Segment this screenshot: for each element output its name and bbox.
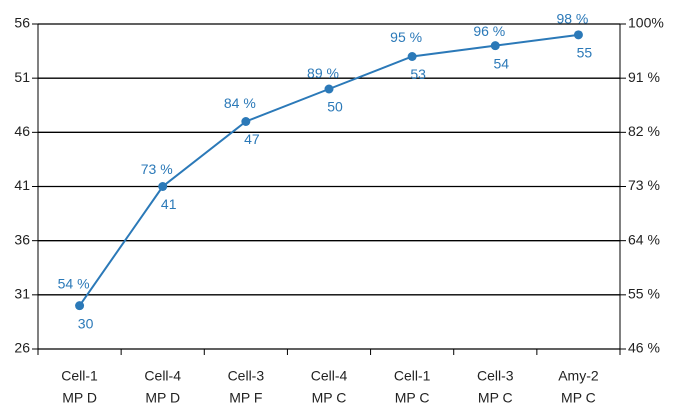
x-tick-label: MP C: [395, 390, 430, 406]
point: [324, 84, 334, 94]
y-tick-label: 46: [14, 123, 30, 139]
y-tick-label: 41: [14, 177, 30, 193]
point: [490, 41, 500, 51]
y2-tick-label: 64 %: [628, 231, 660, 247]
percent-label: 98 %: [556, 11, 588, 27]
value-label: 50: [327, 99, 343, 115]
x-tick-label: MP D: [145, 390, 180, 406]
point: [573, 30, 583, 40]
point: [75, 301, 85, 311]
value-label: 53: [410, 66, 426, 82]
x-tick-label: Amy-2: [558, 368, 599, 384]
percent-label: 54 %: [58, 276, 90, 292]
y2-tick-label: 91 %: [628, 69, 660, 85]
percent-label: 96 %: [473, 23, 505, 39]
value-label: 47: [244, 131, 260, 147]
point: [241, 117, 251, 126]
y-tick-label: 56: [14, 15, 30, 31]
x-tick-label: MP D: [62, 390, 97, 406]
y-tick-label: 26: [14, 340, 30, 356]
value-label: 41: [161, 196, 177, 212]
percent-label: 84 %: [224, 95, 256, 111]
x-tick-label: MP C: [478, 390, 513, 406]
y-tick-label: 31: [14, 286, 30, 302]
value-label: 30: [78, 315, 94, 331]
value-label: 55: [577, 45, 593, 61]
point: [158, 182, 168, 191]
y2-tick-label: 73 %: [628, 177, 660, 193]
y2-tick-label: 46 %: [628, 340, 660, 356]
x-tick-label: MP C: [312, 390, 347, 406]
point: [407, 52, 417, 61]
y2-tick-label: 100%: [628, 15, 664, 31]
y-tick-label: 51: [14, 69, 30, 85]
x-tick-label: Cell-1: [394, 368, 431, 384]
x-tick-label: MP F: [229, 390, 262, 406]
percent-label: 73 %: [141, 161, 173, 177]
percent-label: 95 %: [390, 29, 422, 45]
x-tick-label: Cell-4: [144, 368, 181, 384]
x-tick-label: Cell-4: [311, 368, 348, 384]
x-tick-label: Cell-3: [228, 368, 265, 384]
y2-tick-label: 82 %: [628, 123, 660, 139]
x-tick-label: MP C: [561, 390, 596, 406]
x-tick-label: Cell-1: [61, 368, 98, 384]
y2-tick-label: 55 %: [628, 286, 660, 302]
y-tick-label: 36: [14, 231, 30, 247]
value-label: 54: [493, 55, 509, 71]
x-tick-label: Cell-3: [477, 368, 514, 384]
percent-label: 89 %: [307, 65, 339, 81]
